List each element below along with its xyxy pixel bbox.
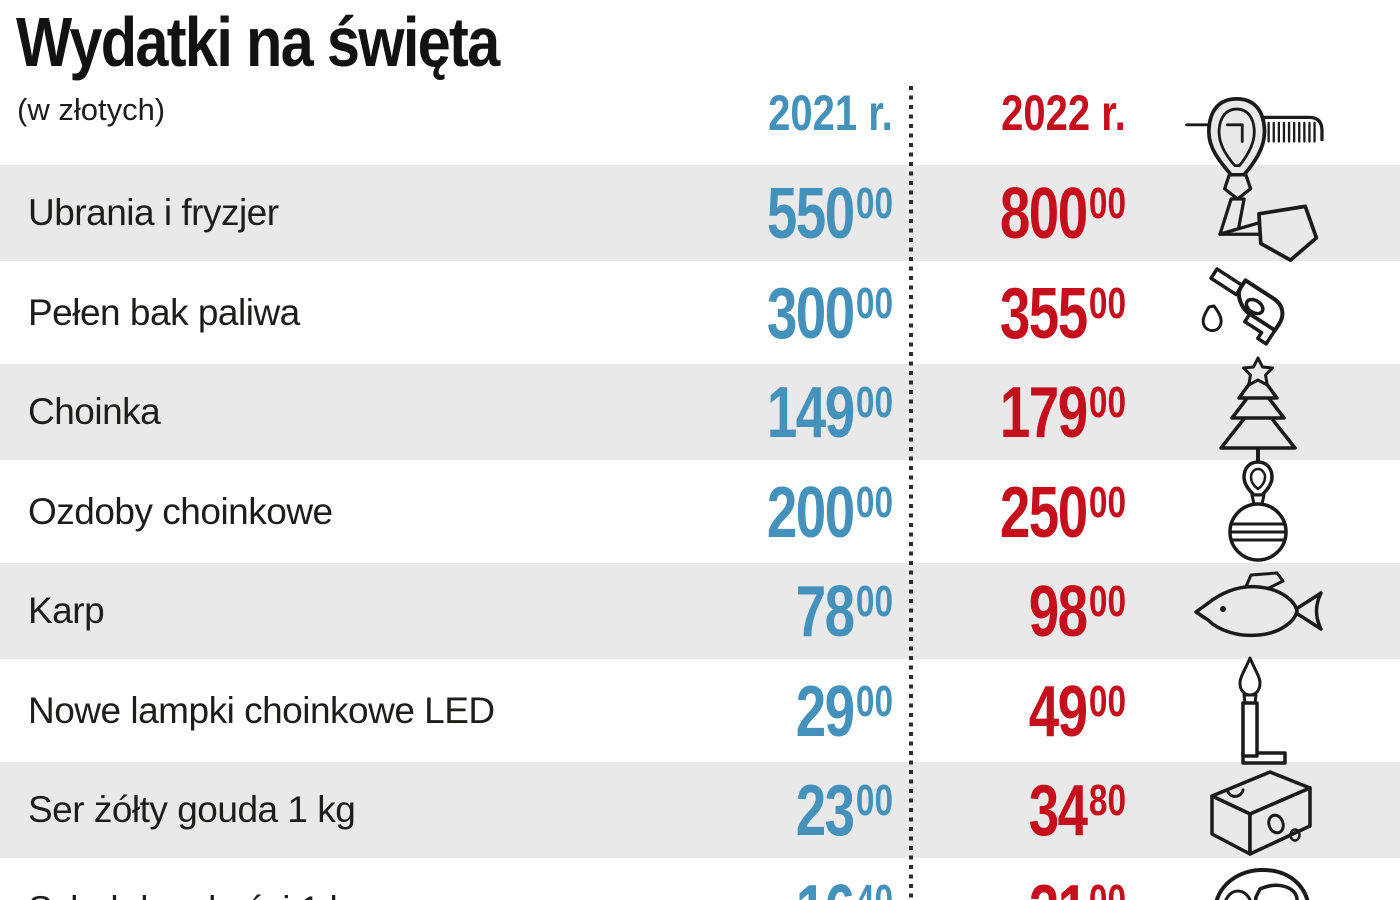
page-subtitle: (w złotych): [17, 92, 166, 127]
table-row: Pełen bak paliwa 300 00 355 00: [0, 265, 1400, 361]
column-header-2021: 2021 r.: [768, 85, 893, 141]
item-label: Pełen bak paliwa: [28, 291, 300, 333]
price-main: 800: [999, 174, 1088, 254]
table-row: Choinka 149 00 179 00: [0, 356, 1400, 466]
price-2021: 200 00: [767, 464, 893, 573]
price-cents: 40: [855, 875, 893, 900]
price-cents: 00: [855, 577, 893, 626]
table-row: Ubrania i fryzjer 550 00 800 00: [0, 97, 1400, 263]
page-title: Wydatki na święta: [16, 3, 500, 81]
price-main: 179: [999, 373, 1088, 453]
price-main: 98: [1028, 572, 1088, 652]
price-main: 355: [999, 273, 1088, 354]
item-label: Choinka: [28, 391, 161, 432]
price-2022: 49 00: [1029, 663, 1126, 772]
cheese-icon: [1193, 762, 1323, 858]
price-2021: 1640: [796, 862, 893, 900]
price-main: 29: [795, 671, 855, 752]
ham-icon: [1193, 862, 1323, 900]
price-2022: 2100: [1029, 862, 1126, 900]
item-label: Schab bez kości 1 kg: [28, 862, 368, 900]
price-cents: 80: [1088, 776, 1126, 825]
price-cents: 00: [855, 676, 893, 726]
item-label: Ubrania i fryzjer: [28, 192, 279, 233]
price-2021: 149 00: [767, 364, 893, 473]
column-header-2022: 2022 r.: [1001, 85, 1126, 141]
price-2022: 179 00: [1000, 364, 1126, 473]
price-main: 550: [766, 174, 855, 254]
table-row: Karp 78 00 98 00: [0, 563, 1400, 659]
price-main: 16: [796, 875, 855, 900]
price-main: 34: [1028, 771, 1088, 851]
tie-comb-icon: [1185, 97, 1324, 263]
table-row: Ser żółty gouda 1 kg 23 00 34 80: [0, 762, 1400, 858]
item-label: Nowe lampki choinkowe LED: [28, 689, 495, 731]
price-2022: 355 00: [1000, 265, 1126, 374]
price-cents: 00: [855, 278, 893, 328]
price-2022: 250 00: [1000, 464, 1126, 573]
bauble-icon: [1193, 459, 1323, 562]
candle-icon: [1193, 656, 1323, 765]
table-row: Nowe lampki choinkowe LED 29 00 49 00: [0, 656, 1400, 765]
price-main: 49: [1028, 671, 1088, 752]
price-2021: 78 00: [796, 563, 893, 672]
price-cents: 00: [855, 776, 893, 825]
price-2021: 29 00: [796, 663, 893, 772]
price-main: 200: [766, 472, 855, 553]
price-cents: 00: [855, 179, 893, 228]
price-cents: 00: [1088, 278, 1126, 328]
price-main: 23: [795, 771, 855, 851]
dotted-divider: [909, 86, 913, 900]
price-main: 21: [1029, 875, 1088, 900]
price-2021: 550 00: [767, 165, 893, 274]
item-label: Ser żółty gouda 1 kg: [28, 789, 356, 830]
price-2022: 98 00: [1029, 563, 1126, 672]
price-main: 78: [795, 572, 855, 652]
price-cents: 00: [1088, 378, 1126, 427]
price-2021: 300 00: [767, 265, 893, 374]
price-2021: 23 00: [796, 762, 893, 871]
price-main: 250: [999, 472, 1088, 553]
fish-icon: [1193, 563, 1323, 659]
price-cents: 00: [1088, 875, 1126, 900]
table-row: Schab bez kości 1 kg 1640 2100: [0, 862, 1400, 900]
item-label: Karp: [28, 590, 105, 631]
table-row: Ozdoby choinkowe 200 00 250 00: [0, 459, 1400, 562]
price-cents: 00: [855, 477, 893, 527]
price-cents: 00: [1088, 477, 1126, 527]
item-label: Ozdoby choinkowe: [28, 490, 333, 532]
price-main: 149: [766, 373, 855, 453]
price-2022: 800 00: [1000, 165, 1126, 274]
fuel-nozzle-icon: [1193, 265, 1323, 361]
price-cents: 00: [1088, 179, 1126, 228]
price-cents: 00: [1088, 577, 1126, 626]
price-cents: 00: [855, 378, 893, 427]
price-2022: 34 80: [1029, 762, 1126, 871]
price-main: 300: [766, 273, 855, 354]
christmas-tree-icon: [1193, 356, 1323, 466]
price-cents: 00: [1088, 676, 1126, 726]
